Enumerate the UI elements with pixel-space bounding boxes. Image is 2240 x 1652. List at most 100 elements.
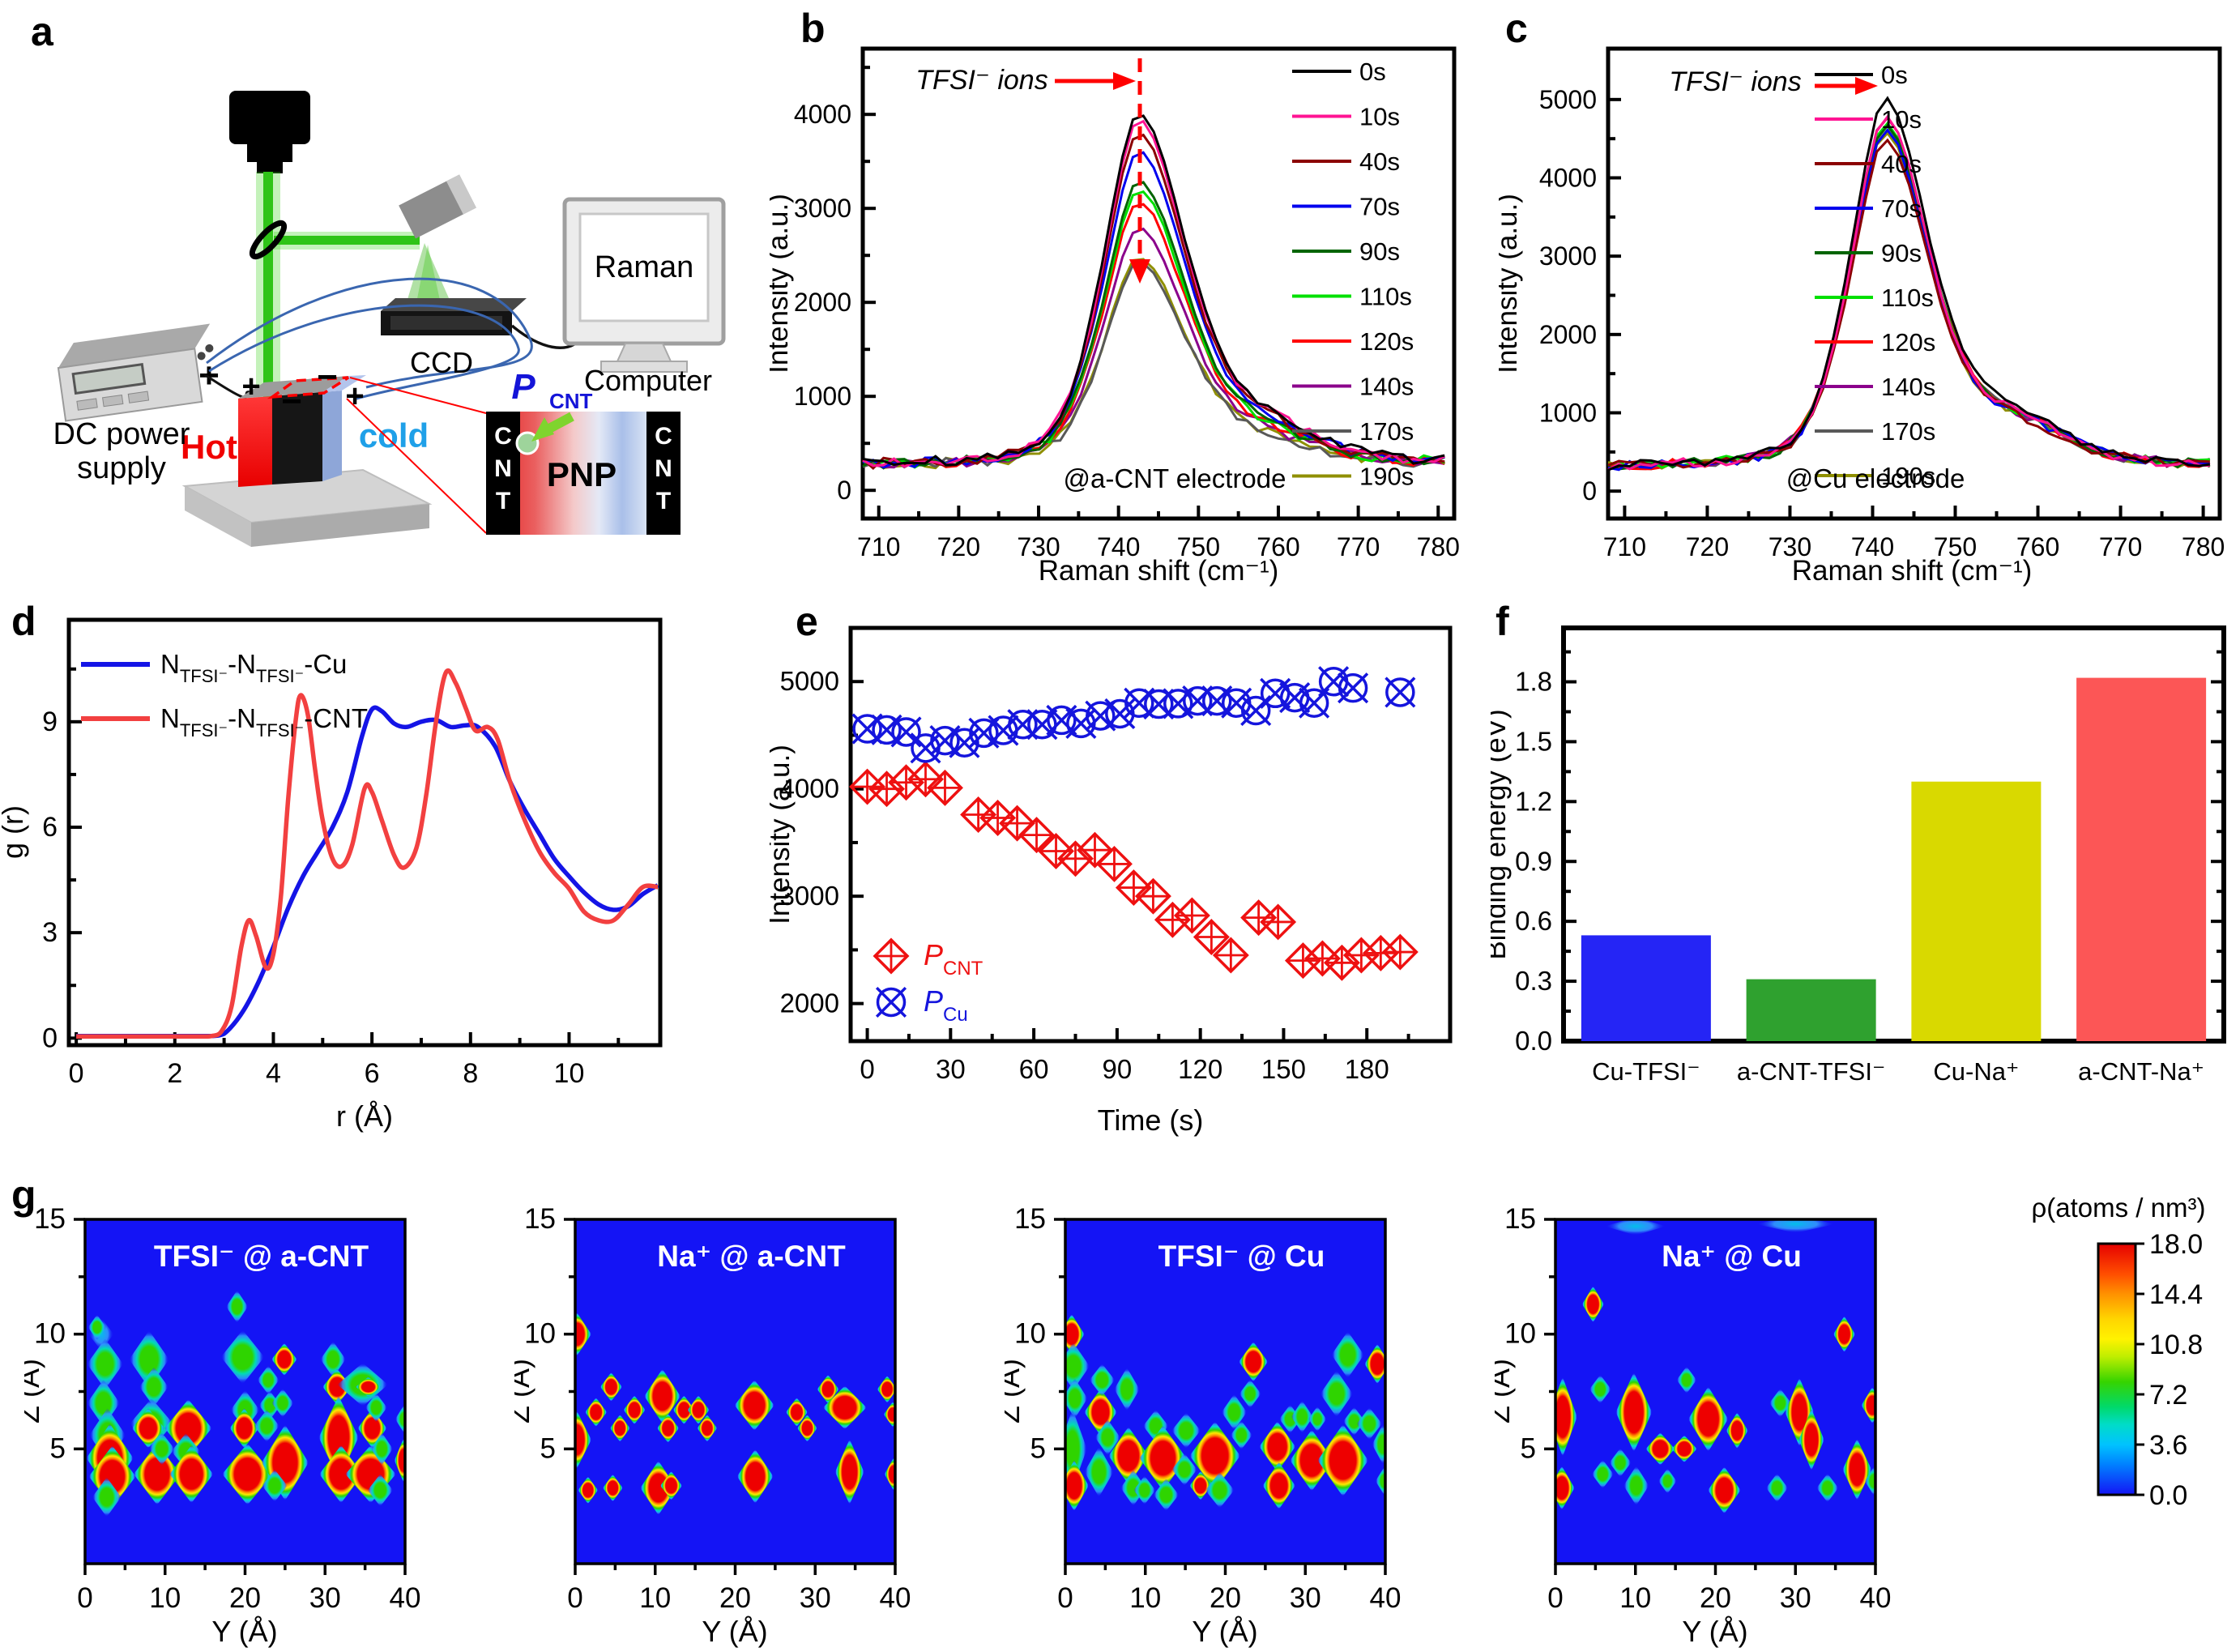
series [76, 668, 659, 1039]
cnt-letter: T [496, 488, 510, 514]
series-40s [862, 133, 1445, 471]
series [76, 705, 659, 1039]
svg-text:0: 0 [77, 1582, 92, 1614]
series-0s [1607, 96, 2211, 472]
panel-label-d: d [11, 599, 36, 644]
heatmap-title: TFSI⁻ @ a-CNT [154, 1240, 369, 1273]
svg-text:60: 60 [1019, 1054, 1049, 1084]
svg-text:5000: 5000 [1539, 85, 1597, 114]
svg-text:760: 760 [1257, 532, 1299, 561]
svg-text:30: 30 [1290, 1582, 1321, 1614]
setup-schematic: Raman + + − − + Hot cold CCD Computer DC… [53, 91, 726, 547]
svg-text:710: 710 [857, 532, 900, 561]
legend-label: 140s [1881, 373, 1935, 401]
svg-text:2000: 2000 [794, 288, 851, 317]
series-PCu [851, 666, 1416, 764]
sample-minus-left: − [281, 382, 302, 421]
svg-text:8: 8 [463, 1058, 478, 1089]
chart-binding-energy: 0.0 0.3 0.6 0.9 1.2 1.5 1.8 Cu-TFSI⁻ a-CNT-TFSI⁻… [1491, 625, 2226, 1086]
legend-label: 190s [1359, 463, 1414, 491]
svg-text:780: 780 [2182, 532, 2225, 561]
svg-text:2000: 2000 [780, 988, 839, 1018]
p-cnt-sub: CNT [549, 389, 593, 413]
axes: 0 10 20 30 40 5 10 15 [1504, 1203, 1891, 1614]
raman-screen-label: Raman [595, 250, 694, 284]
svg-text:6: 6 [42, 812, 58, 843]
legend-label: NTFSI⁻-NTFSI⁻-Cu [160, 649, 347, 686]
svg-text:0.3: 0.3 [1515, 966, 1552, 996]
svg-text:15: 15 [34, 1203, 66, 1235]
pnp-label: PNP [547, 455, 617, 493]
colorbar-tick: 14.4 [2149, 1279, 2203, 1310]
pnp-block [272, 392, 322, 485]
x-axis-label: Y (Å) [211, 1615, 277, 1648]
legend-label: PCu [924, 984, 968, 1026]
heatmap-title: TFSI⁻ @ Cu [1158, 1240, 1325, 1273]
panel-label-f: f [1495, 599, 1509, 644]
series-140s [862, 227, 1445, 469]
category-label: a-CNT-TFSI⁻ [1737, 1057, 1885, 1086]
svg-text:5: 5 [1030, 1432, 1046, 1464]
svg-text:10: 10 [524, 1318, 556, 1350]
heatmap-colorbar: 18.0 14.4 10.8 7.2 3.6 0.0 ρ(atoms / nm³) [2032, 1193, 2206, 1511]
x-axis-label: Raman shift (cm⁻¹) [1039, 555, 1279, 587]
axes: 0 10 20 30 40 5 10 15 [524, 1203, 911, 1614]
series-90s [862, 181, 1445, 470]
svg-text:1.5: 1.5 [1515, 726, 1552, 756]
legend-label: 170s [1881, 417, 1935, 446]
svg-text:4: 4 [266, 1058, 281, 1089]
x-axis-label: Y (Å) [1192, 1615, 1257, 1648]
svg-text:1.8: 1.8 [1515, 667, 1552, 697]
colorbar-tick: 10.8 [2149, 1330, 2203, 1360]
svg-text:0: 0 [1547, 1582, 1563, 1614]
bar-a-CNT-TFSI⁻ [1746, 979, 1876, 1041]
svg-text:3000: 3000 [1539, 241, 1597, 271]
series-10s [862, 119, 1445, 468]
svg-text:770: 770 [1337, 532, 1380, 561]
panel-label-a: a [31, 9, 53, 54]
svg-text:0: 0 [567, 1582, 582, 1614]
svg-text:20: 20 [1210, 1582, 1241, 1614]
svg-text:10: 10 [149, 1582, 181, 1614]
svg-text:10: 10 [1129, 1582, 1161, 1614]
svg-text:30: 30 [800, 1582, 831, 1614]
colorbar-tick: 18.0 [2149, 1229, 2203, 1260]
panel-label-g: g [11, 1172, 36, 1218]
x-axis-label: Time (s) [1098, 1103, 1204, 1137]
svg-text:10: 10 [639, 1582, 671, 1614]
axes: 710 720 730 740 750 760 770 780 0 1000 2000 3000 400… [794, 46, 1460, 561]
ccd-label: CCD [410, 346, 473, 379]
y-axis-label: g (r) [0, 805, 29, 859]
legend-label: 70s [1359, 193, 1400, 221]
cnt-polarization-spot [515, 431, 540, 455]
annotation-text: TFSI⁻ ions [915, 65, 1047, 96]
axes: 0 2 4 6 8 10 0 3 6 9 [42, 617, 663, 1089]
legend-label: 190s [1881, 462, 1935, 490]
svg-text:6: 6 [365, 1058, 380, 1089]
p-cnt-label: P [511, 367, 535, 407]
series-PCNT [849, 761, 1419, 981]
svg-text:710: 710 [1603, 532, 1646, 561]
legend-label: 90s [1881, 239, 1922, 267]
svg-text:2000: 2000 [1539, 320, 1597, 349]
dc-power-supply [57, 323, 214, 422]
svg-text:720: 720 [1686, 532, 1729, 561]
x-axis-label: Y (Å) [1682, 1615, 1747, 1648]
cnt-letter: N [655, 455, 672, 482]
sample-plus-left: + [241, 369, 260, 404]
svg-text:750: 750 [1934, 532, 1977, 561]
legend-label: 120s [1881, 328, 1935, 356]
svg-text:120: 120 [1178, 1054, 1222, 1084]
category-label: a-CNT-Na⁺ [2078, 1057, 2204, 1086]
svg-text:0: 0 [860, 1054, 874, 1084]
svg-text:15: 15 [1504, 1203, 1536, 1235]
heatmap-tfsi-acnt: 0 10 20 30 40 5 10 15 TFSI⁻ @ a-CNT Y (Å) Z (Å) [24, 1203, 420, 1648]
category-label: Cu-TFSI⁻ [1592, 1057, 1700, 1086]
panel-label-c: c [1505, 6, 1528, 51]
series-190s [862, 258, 1445, 470]
electrode-note: @Cu electrode [1786, 463, 1965, 493]
svg-text:780: 780 [1417, 532, 1460, 561]
svg-text:740: 740 [1851, 532, 1894, 561]
cnt-letter: T [656, 488, 671, 514]
